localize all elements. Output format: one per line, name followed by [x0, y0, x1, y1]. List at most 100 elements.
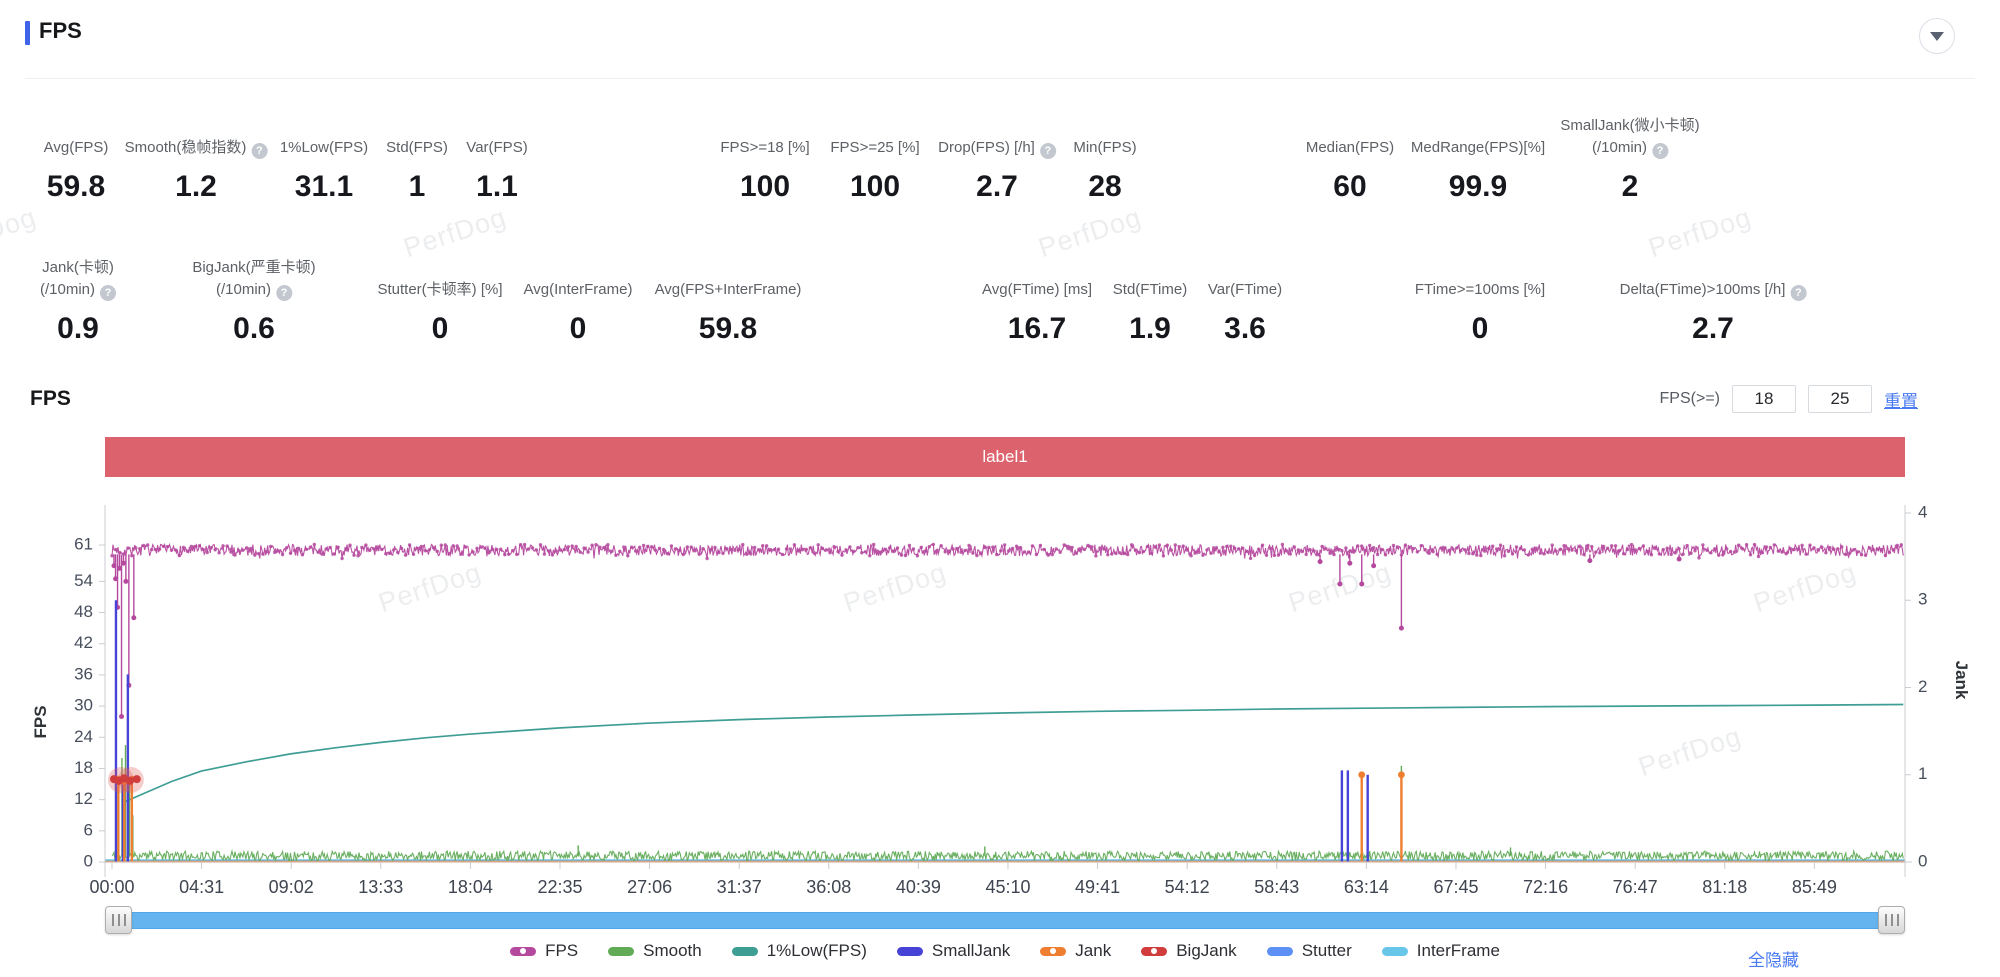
legend-item-jank[interactable]: Jank — [1040, 941, 1111, 961]
legend-marker-icon — [896, 946, 923, 956]
stat-smooth: Smooth(稳帧指数)? 1.2 — [125, 113, 268, 204]
svg-text:36: 36 — [74, 664, 93, 683]
stat-label-line1: FTime>=100ms [%] — [1414, 281, 1546, 298]
watermark-text: PerfDog — [1749, 556, 1860, 619]
stat-label: Median(FPS) — [1306, 113, 1394, 159]
stat-value: 2.7 — [976, 170, 1018, 203]
stat-label-line1: FPS>=18 [%] — [720, 139, 810, 156]
legend-marker-icon — [731, 946, 758, 956]
stat-label: BigJank(严重卡顿) (/10min)? — [192, 255, 316, 301]
legend-marker-dot — [1151, 948, 1158, 954]
help-icon[interactable]: ? — [1652, 143, 1668, 159]
stat-avg-fps: Avg(FPS) 59.8 — [44, 113, 109, 204]
stat-label: Var(FPS) — [466, 113, 527, 159]
panel-header: FPS — [25, 18, 1975, 58]
svg-text:22:35: 22:35 — [537, 877, 582, 897]
stat-label: Smooth(稳帧指数)? — [125, 113, 268, 159]
collapse-button[interactable] — [1919, 18, 1955, 54]
stat-value: 1.1 — [476, 170, 518, 203]
svg-text:27:06: 27:06 — [627, 877, 672, 897]
legend-item-bigjank[interactable]: BigJank — [1141, 941, 1237, 961]
legend-item-smalljank[interactable]: SmallJank — [896, 941, 1010, 961]
svg-text:36:08: 36:08 — [806, 877, 851, 897]
grip-icon — [111, 914, 126, 926]
stat-std-fps: Std(FPS) 1 — [386, 113, 448, 204]
stat-label-line1: Jank(卡顿) — [42, 259, 114, 276]
svg-text:24: 24 — [74, 727, 93, 746]
stat-label-line: Smooth(稳帧指数)? — [125, 137, 268, 159]
scrollbar-left-handle[interactable] — [105, 906, 132, 934]
legend-marker-icon — [608, 946, 635, 956]
svg-text:49:41: 49:41 — [1075, 877, 1120, 897]
stat-label-line2: ? — [246, 139, 268, 159]
stat-value: 1 — [408, 170, 426, 203]
stat-median-fps: Median(FPS) 60 — [1306, 113, 1394, 204]
stat-std-ftime: Std(FTime) 1.9 — [1113, 255, 1187, 346]
stat-label-line1: Smooth(稳帧指数) — [124, 139, 247, 156]
svg-text:67:45: 67:45 — [1433, 877, 1478, 897]
stat-value: 0.6 — [233, 312, 275, 345]
legend-item-fps[interactable]: FPS — [510, 941, 578, 961]
fps-threshold-input-2[interactable] — [1808, 385, 1872, 413]
fps-threshold-label: FPS(>=) — [1659, 390, 1720, 407]
legend-marker-icon — [1266, 946, 1293, 956]
banner-label: label1 — [982, 447, 1028, 466]
stat-label-line1: Avg(InterFrame) — [523, 281, 633, 298]
legend-marker-dot — [1050, 948, 1057, 954]
stat-avg-interframe: Avg(InterFrame) 0 — [524, 255, 633, 346]
stat-label-line1: Avg(FTime) [ms] — [981, 281, 1093, 298]
stat-fps-18: FPS>=18 [%] 100 — [720, 113, 809, 204]
help-icon[interactable]: ? — [251, 143, 268, 159]
stat-label: Drop(FPS) [/h]? — [938, 113, 1056, 159]
stat-label-line1: Var(FTime) — [1207, 281, 1283, 298]
svg-text:72:16: 72:16 — [1523, 877, 1568, 897]
accent-bar — [25, 21, 30, 45]
stat-value: 99.9 — [1448, 170, 1508, 203]
svg-text:6: 6 — [84, 820, 93, 839]
svg-text:0: 0 — [84, 851, 93, 870]
stat-avg-fps-interframe: Avg(FPS+InterFrame) 59.8 — [655, 255, 802, 346]
scrollbar-right-handle[interactable] — [1878, 906, 1905, 934]
svg-text:04:31: 04:31 — [179, 877, 224, 897]
stat-label-line2: ? — [1035, 139, 1056, 159]
svg-text:54:12: 54:12 — [1165, 877, 1210, 897]
reset-link[interactable]: 重置 — [1884, 391, 1918, 411]
svg-text:00:00: 00:00 — [89, 877, 134, 897]
help-icon[interactable]: ? — [276, 285, 293, 301]
svg-text:45:10: 45:10 — [985, 877, 1030, 897]
stat-label-line1: 1%Low(FPS) — [279, 139, 369, 156]
stat-value: 16.7 — [1007, 312, 1067, 345]
watermark-text: PerfDog — [839, 556, 950, 619]
help-icon[interactable]: ? — [1039, 143, 1056, 159]
legend-label: Stutter — [1301, 941, 1352, 960]
help-icon[interactable]: ? — [1790, 285, 1807, 301]
stat-value: 1.9 — [1129, 312, 1171, 345]
legend-item-interframe[interactable]: InterFrame — [1381, 941, 1500, 961]
legend-item-stutter[interactable]: Stutter — [1266, 941, 1352, 961]
chart-range-scrollbar[interactable] — [105, 912, 1905, 929]
svg-text:2: 2 — [1918, 677, 1927, 696]
help-icon[interactable]: ? — [100, 285, 117, 301]
stat-label-line1: BigJank(严重卡顿) — [192, 259, 316, 276]
watermark-text: PerfDog — [1284, 556, 1395, 619]
legend-item-smooth[interactable]: Smooth — [608, 941, 702, 961]
stat-label: Avg(InterFrame) — [524, 255, 633, 301]
svg-text:48: 48 — [74, 602, 93, 621]
stat-value: 31.1 — [294, 170, 354, 203]
stat-smalljank: SmallJank(微小卡顿) (/10min)? 2 — [1560, 113, 1699, 204]
stat-avg-ftime-ms: Avg(FTime) [ms] 16.7 — [982, 255, 1092, 346]
hide-all-link[interactable]: 全隐藏 — [1748, 951, 1799, 970]
legend-label: Jank — [1075, 941, 1112, 960]
legend-marker-icon — [1141, 946, 1168, 956]
svg-text:81:18: 81:18 — [1702, 877, 1747, 897]
legend-item-1-low-fps[interactable]: 1%Low(FPS) — [731, 941, 867, 961]
stat-label: Avg(FTime) [ms] — [982, 255, 1092, 301]
stat-value: 0 — [431, 312, 449, 345]
legend-label: 1%Low(FPS) — [766, 941, 867, 960]
watermark-text: PerfDog — [374, 556, 485, 619]
svg-text:85:49: 85:49 — [1792, 877, 1837, 897]
stat-label: FPS>=25 [%] — [830, 113, 919, 159]
fps-threshold-input-1[interactable] — [1732, 385, 1796, 413]
svg-text:54: 54 — [74, 571, 93, 590]
stat-label-line2: (/10min)? — [1560, 137, 1699, 159]
